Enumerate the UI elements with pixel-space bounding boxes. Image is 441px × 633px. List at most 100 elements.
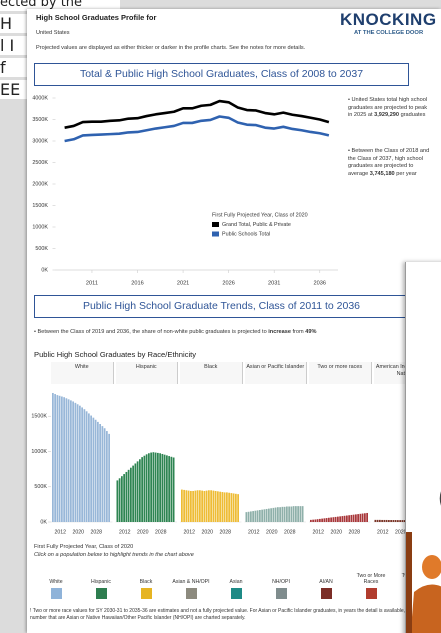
y-tick-label: 3000K: [32, 138, 48, 144]
bar: [123, 474, 125, 522]
line-series: [64, 99, 330, 129]
bar: [101, 426, 104, 522]
bar: [228, 492, 230, 522]
bar: [183, 489, 185, 522]
legend-swatch[interactable]: [185, 588, 197, 599]
bar: [366, 512, 368, 522]
background-text: ected by the: [0, 0, 120, 11]
bar: [79, 405, 81, 522]
x-tick-label: 2021: [177, 280, 189, 286]
bar: [212, 490, 215, 522]
bar: [223, 492, 226, 522]
bar: [270, 508, 272, 522]
legend-item[interactable]: Two or More Races: [349, 572, 393, 599]
legend-label[interactable]: Two or More Races: [356, 573, 386, 585]
legend-swatch[interactable]: [95, 588, 107, 599]
bar: [205, 490, 208, 522]
bar: [352, 514, 355, 522]
y-tick-label: 1500K: [31, 414, 47, 420]
legend-title: First Fully Projected Year, Class of 202…: [34, 544, 134, 550]
legend-item[interactable]: White: [34, 572, 78, 599]
bar: [316, 519, 319, 522]
x-tick-label: 2028: [90, 529, 102, 535]
highlight: • Between the Class of 2018 and the Clas…: [348, 148, 432, 178]
legend-swatch: [212, 231, 219, 237]
bar: [397, 520, 399, 522]
bar: [279, 507, 281, 522]
bar: [314, 519, 317, 522]
legend-swatch[interactable]: [275, 588, 287, 599]
x-tick-label: 2016: [131, 280, 143, 286]
bar: [341, 516, 344, 522]
bar: [226, 492, 228, 522]
bar: [235, 493, 237, 522]
highlight-text: per year: [394, 170, 417, 177]
bar: [297, 506, 299, 522]
bar: [288, 506, 290, 522]
bar: [292, 506, 295, 522]
background-text: f: [0, 58, 27, 77]
x-tick-label: 2020: [137, 529, 149, 535]
line-series: [64, 115, 330, 143]
bar: [401, 520, 404, 522]
legend-item[interactable]: NH/OPI: [259, 572, 303, 599]
bar: [312, 519, 314, 522]
bar: [392, 520, 395, 522]
y-tick-label: 0K: [40, 519, 47, 525]
legend-swatch[interactable]: [50, 588, 62, 599]
footnote: ! Two or more race values for SY 2030-31…: [30, 608, 414, 621]
bar: [63, 397, 65, 522]
logo-subtitle: AT THE COLLEGE DOOR: [354, 30, 424, 36]
bar: [81, 407, 83, 522]
legend-label: Public Schools Total: [222, 232, 270, 238]
bar: [181, 489, 183, 522]
bar: [346, 515, 348, 522]
legend-label[interactable]: White: [49, 579, 63, 585]
bar: [219, 491, 221, 522]
bar: [383, 519, 386, 522]
bar: [74, 402, 77, 522]
legend-item[interactable]: AI/AN: [304, 572, 348, 599]
report-page: [27, 9, 441, 633]
legend-label[interactable]: Black: [139, 579, 153, 585]
group-header: Hispanic: [115, 362, 178, 384]
legend-swatch[interactable]: [365, 588, 377, 599]
bar: [334, 516, 337, 522]
legend-label[interactable]: Asian & NH/OPI: [172, 579, 210, 585]
bar: [125, 471, 128, 522]
legend-swatch[interactable]: [230, 588, 242, 599]
bar: [332, 517, 335, 522]
legend-item[interactable]: Asian: [214, 572, 258, 599]
bar: [139, 459, 141, 522]
legend-label[interactable]: Hispanic: [91, 579, 111, 585]
group-header: Two or more races: [309, 362, 372, 384]
legend-item[interactable]: Black: [124, 572, 168, 599]
bar: [121, 476, 123, 522]
bar: [310, 519, 312, 522]
legend-swatch[interactable]: [140, 588, 152, 599]
legend-swatch[interactable]: [320, 588, 332, 599]
highlight: • United States total high school gradua…: [348, 97, 432, 120]
bar: [70, 400, 72, 522]
legend-label[interactable]: Asian: [229, 579, 243, 585]
figure-head: [422, 555, 441, 579]
bar: [72, 401, 74, 522]
y-tick-label: 0K: [41, 267, 48, 273]
bar: [390, 520, 392, 522]
bar: [321, 518, 323, 522]
legend-item[interactable]: Asian & NH/OPI: [169, 572, 213, 599]
bar: [56, 395, 59, 522]
bar: [388, 520, 390, 522]
figure-shadow: [406, 532, 412, 633]
bar: [185, 490, 188, 522]
bar: [141, 457, 143, 522]
legend-label[interactable]: NH/OPI: [272, 579, 290, 585]
region: United States: [36, 30, 70, 36]
trend-text: from: [290, 329, 306, 335]
legend-label[interactable]: AI/AN: [319, 579, 333, 585]
x-tick-label: 2012: [119, 529, 131, 535]
legend-item[interactable]: Hispanic: [79, 572, 123, 599]
trend-note: • Between the Class of 2019 and 2036, th…: [34, 329, 316, 337]
x-tick-label: 2028: [284, 529, 296, 535]
